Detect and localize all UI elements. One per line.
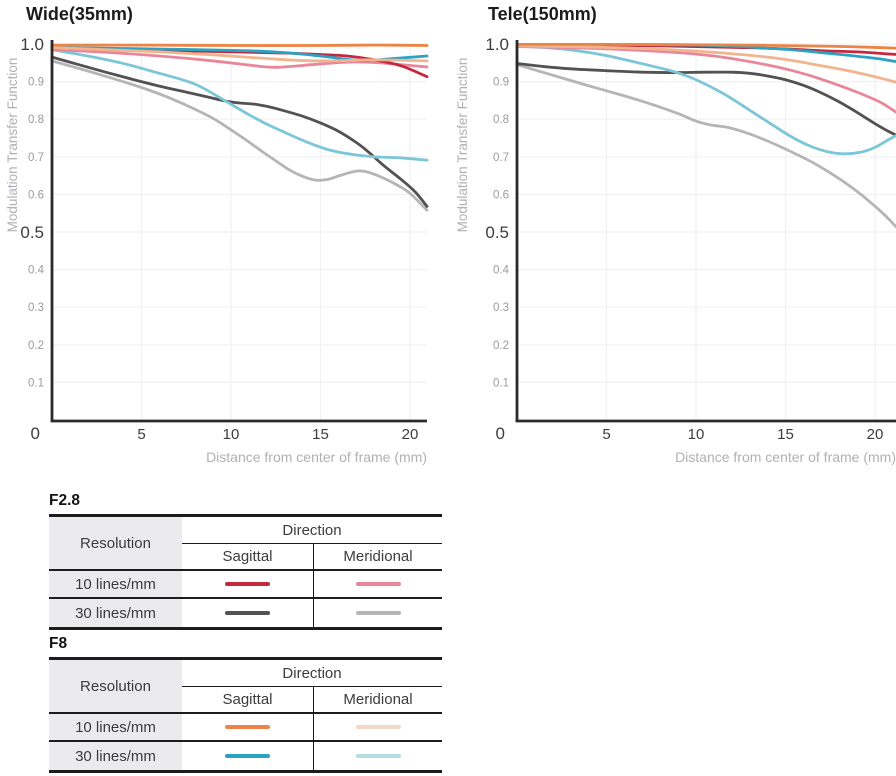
swatch-cell: [182, 714, 313, 742]
legend-table-f2.8-title: F2.8: [49, 492, 81, 509]
direction-header: Direction: [182, 660, 442, 687]
chart-wide: Wide(35mm) 1.0 0.9 0.8 0.7 0.6 0.5 0.4 0.3 0.2 0.…: [0, 0, 450, 480]
series-f8-10-meridional: [50, 46, 429, 63]
legend-table-f8-grid: Resolution Direction Sagittal Meridional…: [49, 657, 442, 773]
line-swatch-f8-30-meridional: [355, 754, 401, 758]
line-swatch-f2.8-10-sagittal: [225, 582, 270, 586]
series-f28-30-sagittal: [50, 55, 429, 208]
origin-tick-label: 0: [31, 424, 40, 443]
row-label-10-lines: 10 lines/mm: [49, 571, 182, 599]
y-tick-label: 0.1: [493, 377, 509, 389]
row-label-10-lines: 10 lines/mm: [49, 714, 182, 742]
y-tick-label: 0.5: [485, 223, 509, 242]
y-tick-label: 0.7: [493, 152, 509, 164]
x-axis-title: Distance from center of frame (mm): [675, 449, 896, 465]
origin-tick-label: 0: [496, 424, 505, 443]
series-f8-30-meridional: [515, 44, 896, 156]
y-tick-label: 0.5: [20, 223, 44, 242]
y-tick-label: 0.7: [28, 152, 44, 164]
row-label-30-lines: 30 lines/mm: [49, 599, 182, 627]
chart-title-wide: Wide(35mm): [26, 4, 133, 24]
y-tick-label: 0.6: [493, 189, 509, 201]
direction-header: Direction: [182, 517, 442, 544]
x-tick-label: 15: [312, 426, 329, 443]
meridional-header: Meridional: [313, 544, 442, 571]
swatch-cell: [313, 714, 442, 742]
y-tick-label: 0.3: [28, 302, 44, 314]
mtf-chart-tele-svg: 1.0 0.9 0.8 0.7 0.6 0.5 0.4 0.3 0.2 0.1 0 5 10 15 20 Mo…: [455, 35, 896, 465]
resolution-header: Resolution: [49, 660, 182, 714]
resolution-header: Resolution: [49, 517, 182, 571]
series-f28-30-meridional: [50, 59, 429, 212]
y-tick-label: 0.8: [493, 114, 509, 126]
line-swatch-f8-10-meridional: [355, 725, 401, 729]
y-tick-label: 0.4: [493, 265, 510, 277]
y-tick-label: 0.2: [493, 340, 509, 352]
x-tick-label: 20: [402, 426, 419, 443]
line-swatch-f2.8-10-meridional: [355, 582, 401, 586]
series-f8-10-sagittal: [515, 42, 896, 50]
swatch-cell: [313, 571, 442, 599]
legend-table-f2.8-grid: Resolution Direction Sagittal Meridional…: [49, 514, 442, 630]
y-tick-label: 0.4: [28, 265, 45, 277]
series-f28-30-meridional: [515, 63, 896, 229]
swatch-cell: [182, 599, 313, 627]
y-tick-label: 0.9: [28, 77, 44, 89]
x-tick-label: 5: [602, 426, 610, 443]
y-tick-label: 0.2: [28, 340, 44, 352]
y-tick-label: 0.9: [493, 77, 509, 89]
legend-table-f2.8: F2.8 Resolution Direction Sagittal Merid…: [49, 492, 442, 630]
swatch-cell: [313, 742, 442, 770]
y-tick-label: 1.0: [20, 35, 44, 54]
x-tick-label: 10: [688, 426, 705, 443]
legend-table-f8: F8 Resolution Direction Sagittal Meridio…: [49, 635, 442, 773]
line-swatch-f2.8-30-meridional: [355, 611, 401, 615]
y-tick-label: 0.3: [493, 302, 509, 314]
line-swatch-f8-10-sagittal: [225, 725, 270, 729]
x-tick-label: 5: [137, 426, 145, 443]
legend-table-f8-title: F8: [49, 635, 68, 652]
y-tick-label: 0.6: [28, 189, 44, 201]
x-tick-label: 15: [777, 426, 794, 443]
swatch-cell: [182, 742, 313, 770]
swatch-cell: [182, 571, 313, 599]
series-f28-30-sagittal: [515, 62, 896, 137]
y-axis-title: Modulation Transfer Function: [5, 58, 20, 233]
series-f8-30-meridional: [50, 48, 429, 162]
y-axis-title: Modulation Transfer Function: [455, 58, 470, 233]
meridional-header: Meridional: [313, 687, 442, 714]
series-f8-10-meridional: [515, 44, 896, 84]
y-tick-label: 0.8: [28, 114, 44, 126]
chart-tele: Tele(150mm) 1.0 0.9 0.8 0.7 0.6 0.5 0.4 0.3 0.2 0…: [450, 0, 896, 480]
chart-title-tele: Tele(150mm): [488, 4, 597, 24]
series-f28-10-meridional: [50, 48, 429, 69]
line-swatch-f2.8-30-sagittal: [225, 611, 270, 615]
y-tick-label: 1.0: [485, 35, 509, 54]
mtf-chart-wide-svg: 1.0 0.9 0.8 0.7 0.6 0.5 0.4 0.3 0.2 0.1 0 5 10 15 20 Mo…: [5, 35, 429, 465]
x-tick-label: 20: [867, 426, 884, 443]
series-f28-10-meridional: [515, 45, 896, 114]
line-swatch-f8-30-sagittal: [225, 754, 270, 758]
sagittal-header: Sagittal: [182, 544, 313, 571]
x-tick-label: 10: [223, 426, 240, 443]
swatch-cell: [313, 599, 442, 627]
x-axis-title: Distance from center of frame (mm): [206, 449, 427, 465]
sagittal-header: Sagittal: [182, 687, 313, 714]
y-tick-label: 0.1: [28, 377, 44, 389]
row-label-30-lines: 30 lines/mm: [49, 742, 182, 770]
